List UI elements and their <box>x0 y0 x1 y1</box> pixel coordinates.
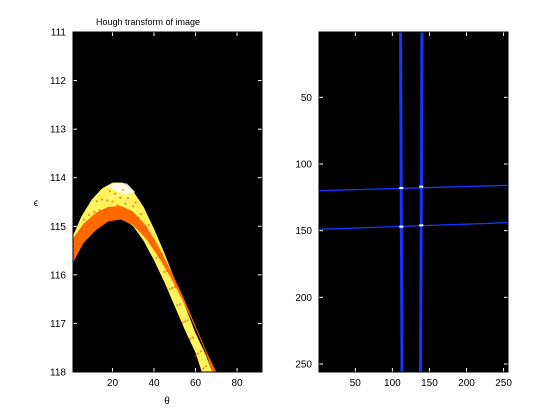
hough-speckle <box>171 287 173 289</box>
hough-y-tick-label: 111 <box>51 28 67 39</box>
hough-speckle <box>205 365 207 367</box>
lines-x-tick-label: 50 <box>350 378 362 389</box>
hough-speckle <box>192 337 194 339</box>
hough-speckle <box>80 231 82 233</box>
hough-speckle <box>202 367 204 369</box>
hough-speckle <box>83 219 85 221</box>
hough-y-tick-label: 117 <box>50 319 66 330</box>
hough-speckle <box>148 224 150 226</box>
hough-y-tick-label: 116 <box>50 270 66 281</box>
detected-line <box>421 32 422 372</box>
hough-speckle <box>194 355 196 357</box>
hough-y-label: ϵ <box>34 198 39 209</box>
lines-y-tick-label: 200 <box>295 293 312 304</box>
hough-x-label: θ <box>164 396 170 407</box>
hough-speckle <box>124 203 126 205</box>
hough-speckle <box>169 288 171 290</box>
hough-speckle <box>184 320 186 322</box>
hough-speckle <box>174 286 176 288</box>
hough-y-tick-label: 114 <box>50 173 66 184</box>
hough-y-tick-label: 115 <box>50 222 66 233</box>
lines-y-tick-label: 50 <box>301 93 313 104</box>
lines-x-tick-label: 100 <box>384 378 401 389</box>
lines-x-tick-label: 250 <box>495 378 512 389</box>
line-intersection <box>399 187 403 189</box>
hough-speckle <box>117 204 119 206</box>
hough-speckle <box>166 270 168 272</box>
hough-speckle <box>109 190 111 192</box>
hough-speckle <box>145 226 147 228</box>
hough-speckle <box>101 199 103 201</box>
hough-speckle <box>158 255 160 257</box>
hough-speckle <box>143 229 145 231</box>
hough-speckle <box>114 193 116 195</box>
hough-speckle <box>182 322 184 324</box>
hough-title: Hough transform of image <box>96 17 200 27</box>
hough-speckle <box>74 249 76 251</box>
lines-y-tick-label: 100 <box>295 160 312 171</box>
hough-y-tick-label: 118 <box>50 368 66 379</box>
hough-speckle <box>78 243 80 245</box>
hough-x-tick-label: 40 <box>148 378 160 389</box>
lines-x-tick-label: 150 <box>421 378 438 389</box>
hough-y-tick-label: 113 <box>50 125 66 136</box>
hough-speckle <box>197 353 199 355</box>
hough-speckle <box>156 257 158 259</box>
lines-y-tick-label: 250 <box>295 360 312 371</box>
hough-speckle <box>187 319 189 321</box>
lines-x-tick-label: 200 <box>458 378 475 389</box>
hough-speckle <box>76 236 78 238</box>
hough-speckle <box>106 199 108 201</box>
hough-speckle <box>179 303 181 305</box>
hough-speckle <box>122 189 124 191</box>
lines-plot-area <box>319 32 508 372</box>
lines-axes: 50 100 150 200 250 50 100 150 200 250 <box>295 32 512 389</box>
hough-speckle <box>98 209 100 211</box>
hough-speckle <box>189 338 191 340</box>
hough-x-tick-label: 20 <box>107 378 119 389</box>
hough-speckle <box>130 211 132 213</box>
hough-speckle <box>150 241 152 243</box>
hough-speckle <box>93 211 95 213</box>
line-intersection <box>399 226 403 228</box>
hough-speckle <box>85 226 87 228</box>
hough-speckle <box>96 200 98 202</box>
hough-speckle <box>161 253 163 255</box>
line-intersection <box>419 186 423 188</box>
hough-speckle <box>104 209 106 211</box>
detected-line <box>401 32 402 372</box>
lines-y-tick-label: 150 <box>295 226 312 237</box>
hough-speckle <box>140 213 142 215</box>
hough-speckle <box>127 197 129 199</box>
hough-speckle <box>91 221 93 223</box>
line-intersection <box>419 224 423 226</box>
hough-speckle <box>132 205 134 207</box>
hough-speckle <box>119 197 121 199</box>
hough-x-tick-label: 80 <box>232 378 244 389</box>
hough-speckle <box>88 214 90 216</box>
hough-speckle <box>111 200 113 202</box>
hough-speckle <box>153 239 155 241</box>
hough-x-tick-label: 60 <box>190 378 202 389</box>
hough-y-tick-label: 112 <box>50 76 66 87</box>
hough-speckle <box>200 350 202 352</box>
hough-speckle <box>176 304 178 306</box>
hough-speckle <box>135 201 137 203</box>
hough-speckle <box>137 217 139 219</box>
hough-speckle <box>163 271 165 273</box>
